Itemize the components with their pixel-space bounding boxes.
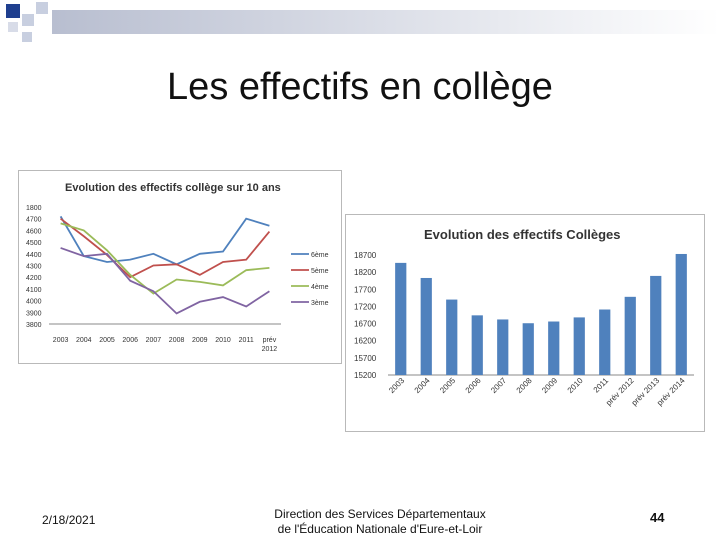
line-chart-panel: Evolution des effectifs collège sur 10 a… [18,170,342,364]
bar [650,275,662,375]
legend-label: 6ème [311,252,329,259]
legend-label: 4ème [311,284,329,291]
line-chart: Evolution des effectifs collège sur 10 a… [26,182,329,353]
deco-square [36,2,48,14]
y-tick-label: 18700 [354,251,377,260]
y-tick-label: 4200 [26,275,42,282]
y-tick-label: 18200 [354,268,377,277]
series-line [60,247,270,315]
series-line [60,222,270,295]
y-tick-label: 17700 [354,285,377,294]
bar [395,262,407,375]
page-title: Les effectifs en collège [167,66,553,108]
y-tick-label: 4700 [26,217,42,224]
x-tick-label: 2010 [566,376,585,395]
x-tick-label: prév 2014 [655,376,687,408]
x-tick-label: 2004 [76,337,92,344]
y-tick-label: 16700 [354,320,377,329]
y-tick-label: 16200 [354,337,377,346]
bar-chart: Evolution des effectifs Collèges 15200 15… [354,227,694,408]
y-tick-label: 15700 [354,354,377,363]
y-tick-label: 1800 [26,205,42,212]
y-tick-label: 4100 [26,287,42,294]
x-tick-label: 2011 [239,337,254,344]
y-tick-label: 4300 [26,264,42,271]
bar [420,277,432,375]
x-tick-label: 2011 [592,376,611,395]
x-tick-label: 2005 [99,337,115,344]
x-tick-label: 2003 [53,337,69,344]
chart-title: Evolution des effectifs collège sur 10 a… [65,182,281,194]
x-tick-label: 2009 [540,376,559,395]
x-tick-label: 2008 [515,376,534,395]
y-tick-label: 3900 [26,310,42,317]
x-tick-label: prév [263,337,277,344]
bar [446,299,458,375]
chart-title: Evolution des effectifs Collèges [424,227,621,242]
x-tick-label: 2003 [387,376,406,395]
legend-label: 3ème [311,300,329,307]
footer-org-line2: de l'Éducation Nationale d'Eure-et-Loir [277,522,483,536]
deco-square [8,22,18,32]
y-tick-label: 17200 [354,302,377,311]
corner-decoration [6,2,720,42]
deco-square [22,32,32,42]
series-line [60,217,271,279]
x-tick-label: 2009 [192,337,208,344]
footer-org-line1: Direction des Services Départementaux [274,507,486,521]
bar [675,253,687,375]
y-tick-label: 4500 [26,240,42,247]
x-tick-label: 2006 [122,337,138,344]
deco-square [6,4,20,18]
bar [624,296,636,375]
deco-square [22,14,34,26]
bar [548,321,560,375]
bar [471,315,483,375]
bar [497,319,509,375]
bar [599,309,611,375]
bar [522,323,534,375]
x-tick-label: 2012 [262,346,278,353]
series-line [59,215,270,266]
page-number: 44 [650,510,665,525]
bar [573,317,585,375]
x-tick-label: 2006 [464,376,483,395]
y-tick-label: 4000 [26,299,42,306]
bar-chart-panel: Evolution des effectifs Collèges 15200 15… [345,214,705,432]
y-tick-label: 15200 [354,371,377,380]
x-tick-label: 2010 [215,337,231,344]
x-tick-label: 2007 [146,337,162,344]
x-tick-label: 2007 [489,376,508,395]
y-tick-label: 4400 [26,252,42,259]
deco-gradient-bar [52,10,720,34]
legend-label: 5ème [311,268,329,275]
x-tick-label: 2008 [169,337,185,344]
x-tick-label: 2005 [438,376,457,395]
footer-organization: Direction des Services Départementaux de… [240,507,520,537]
y-tick-label: 4600 [26,228,42,235]
x-tick-label: 2004 [413,376,432,395]
footer-date: 2/18/2021 [42,513,96,527]
y-tick-label: 3800 [26,322,42,329]
